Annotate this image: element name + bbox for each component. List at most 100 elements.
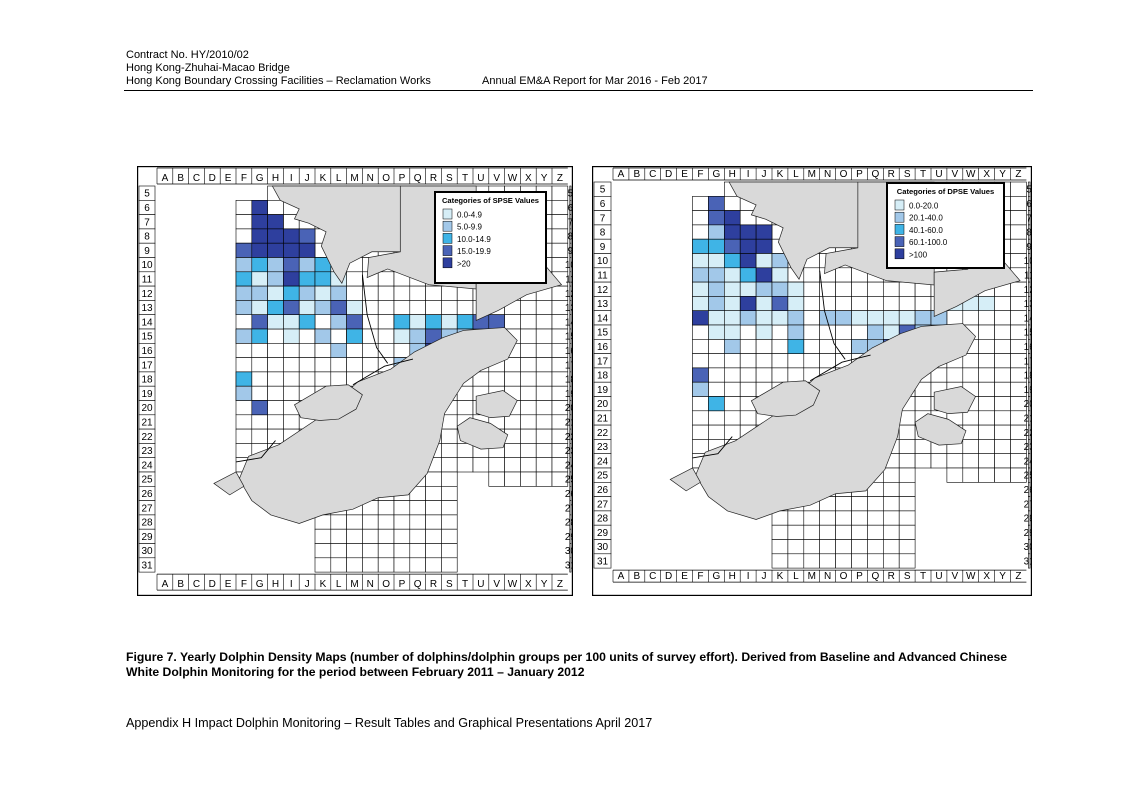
column-label-l: L <box>793 571 799 582</box>
shekou-peninsula <box>271 185 401 284</box>
column-label-t: T <box>920 169 926 180</box>
column-label-m: M <box>808 571 816 582</box>
grid-cell <box>535 328 553 344</box>
grid-cell <box>504 443 521 458</box>
column-label-f: F <box>241 579 247 590</box>
grid-cell <box>551 199 569 215</box>
density-cell <box>330 300 347 315</box>
grid-cell <box>520 314 537 330</box>
grid-cell <box>267 343 284 358</box>
column-label-v: V <box>952 571 959 582</box>
grid-cell <box>393 543 411 559</box>
grid-cell <box>551 228 569 244</box>
density-cell <box>251 242 268 258</box>
density-cell <box>283 328 300 344</box>
density-cell <box>314 300 332 315</box>
bridge-link-north <box>361 274 389 364</box>
column-label-c: C <box>649 571 656 582</box>
density-cell <box>787 339 805 354</box>
grid-cell <box>488 471 505 487</box>
grid-cell <box>851 496 868 512</box>
grid-cell <box>724 381 741 397</box>
column-label-o: O <box>840 571 848 582</box>
bridge-link-north <box>819 270 846 360</box>
density-cell <box>267 228 284 244</box>
grid-cell <box>441 457 458 473</box>
grid-cell <box>362 543 379 559</box>
grid-cell <box>235 400 253 416</box>
grid-cell <box>978 310 995 326</box>
row-label-10: 10 <box>141 260 153 271</box>
grid-cell <box>851 281 868 297</box>
column-label-f: F <box>697 169 703 180</box>
grid-cell <box>425 514 442 530</box>
grid-cell <box>771 339 789 354</box>
density-cell <box>251 257 268 273</box>
grid-cell <box>739 339 757 354</box>
grid-cell <box>393 500 411 516</box>
grid-cell <box>755 367 773 383</box>
row-label-11: 11 <box>597 270 608 281</box>
legend-label: 0.0-4.9 <box>457 211 482 220</box>
row-label-27: 27 <box>565 503 573 514</box>
row-label-16: 16 <box>1024 342 1032 353</box>
grid-cell <box>393 343 411 358</box>
grid-cell <box>267 371 284 387</box>
row-label-18: 18 <box>1024 371 1032 382</box>
grid-cell <box>978 324 995 340</box>
grid-cell <box>803 267 821 283</box>
grid-cell <box>441 543 458 559</box>
grid-cell <box>803 324 821 340</box>
density-cell <box>708 210 725 226</box>
density-cell <box>346 314 363 330</box>
column-label-o: O <box>382 579 390 590</box>
grid-cell <box>393 528 411 544</box>
row-label-16: 16 <box>141 346 153 357</box>
row-label-13: 13 <box>565 303 573 314</box>
grid-cell <box>267 428 284 444</box>
column-label-z: Z <box>1015 169 1021 180</box>
legend-label: 40.1-60.0 <box>909 226 943 235</box>
header-works: Hong Kong Boundary Crossing Facilities –… <box>126 75 431 87</box>
grid-cell <box>267 414 284 430</box>
grid-cell <box>298 371 316 387</box>
row-label-19: 19 <box>597 385 609 396</box>
legend-label: >20 <box>457 259 471 268</box>
column-label-n: N <box>367 579 374 590</box>
density-cell <box>283 242 300 258</box>
grid-cell <box>425 300 442 315</box>
grid-cell <box>898 453 916 469</box>
grid-cell <box>425 528 442 544</box>
density-cell <box>267 257 284 273</box>
density-cell <box>708 310 725 326</box>
grid-cell <box>346 557 363 573</box>
chek-lap-kok <box>750 380 821 417</box>
grid-cell <box>520 443 537 458</box>
grid-cell <box>441 428 458 444</box>
grid-cell <box>692 339 709 354</box>
grid-cell <box>235 314 253 330</box>
header-divider <box>124 90 1033 91</box>
density-cell <box>298 314 316 330</box>
grid-cell <box>535 314 553 330</box>
grid-cell <box>994 339 1011 354</box>
row-label-28: 28 <box>597 514 609 525</box>
column-label-h: H <box>729 571 736 582</box>
grid-cell <box>488 371 505 387</box>
row-label-19: 19 <box>1024 385 1032 396</box>
grid-cell <box>1010 195 1027 211</box>
column-label-e: E <box>681 169 688 180</box>
grid-cell <box>441 557 458 573</box>
density-cell <box>835 310 852 326</box>
grid-cell <box>535 357 553 373</box>
grid-cell <box>819 539 836 555</box>
bridge-link-west <box>235 440 276 463</box>
grid-cell <box>851 553 868 569</box>
grid-cell <box>456 457 474 473</box>
bridge-link-west <box>692 436 733 459</box>
grid-cell <box>708 424 725 440</box>
row-label-28: 28 <box>1024 514 1032 525</box>
legend: Categories of SPSE Values 0.0-4.9 5.0-9.9 1… <box>434 191 547 284</box>
row-label-17: 17 <box>597 356 609 367</box>
row-label-29: 29 <box>597 528 609 539</box>
